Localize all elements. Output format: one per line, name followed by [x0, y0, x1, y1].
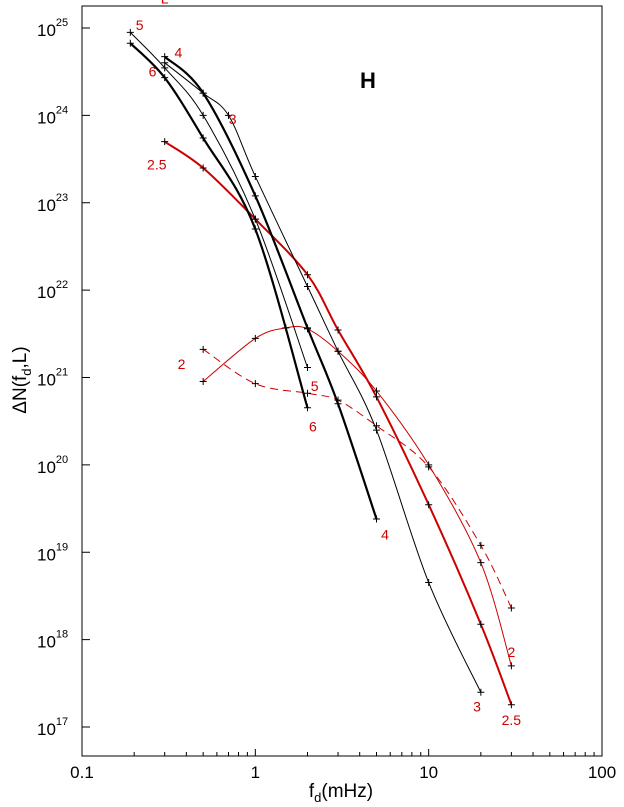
data-point-2-thin-8	[507, 662, 515, 670]
data-point-5-thin-3	[251, 215, 259, 223]
data-point-2-thin-2	[282, 324, 290, 332]
data-point-2-thin-0	[199, 377, 207, 385]
y-axis-title-sub: d	[19, 368, 34, 375]
y-axis-title-rest: ,L)	[10, 346, 31, 368]
data-point-2-5-thick-3	[304, 271, 312, 279]
curve-label-4: 4	[381, 526, 389, 542]
data-point-2-dashed-6	[477, 541, 485, 549]
panel-label: H	[360, 68, 376, 93]
y-axis-title-main: ΔN(f	[10, 375, 31, 414]
curve-label-2-5: 2.5	[502, 712, 522, 728]
data-point-2-dashed-0	[199, 345, 207, 353]
curve-labels: L 5 4 6 3 2.5 2 5 6 4 2 3 2.5	[136, 0, 522, 728]
curve-label-3: 3	[473, 699, 481, 715]
data-point-5-thin-2	[199, 111, 207, 119]
data-point-6-thick-1	[161, 74, 169, 82]
y-tick-label: 1023	[37, 192, 68, 215]
series-line-5-thin	[129, 32, 308, 368]
data-point-3-thin-6	[372, 426, 380, 434]
curve-label-6: 6	[149, 63, 157, 79]
data-point-6-thick-4	[304, 404, 312, 412]
curve-label-5: 5	[311, 378, 319, 394]
data-point-4-thick-4	[334, 400, 342, 408]
data-point-3-thin-7	[425, 579, 433, 587]
y-tick-label: 1025	[37, 17, 68, 40]
y-tick-label: 1021	[37, 367, 68, 390]
x-tick-label: 100	[588, 763, 616, 782]
x-tick-label: 1	[251, 763, 260, 782]
data-point-4-thick-2	[251, 192, 259, 200]
data-point-3-thin-2	[224, 111, 232, 119]
data-point-2-5-thick-0	[161, 138, 169, 146]
data-point-5-thin-4	[304, 364, 312, 372]
curve-label-2-5: 2.5	[147, 157, 167, 173]
data-point-2-dashed-7	[507, 604, 515, 612]
series-line-2-dashed	[202, 348, 512, 609]
data-point-5-thin-0	[126, 28, 134, 36]
data-point-2-dashed-1	[251, 380, 259, 388]
data-point-2-dashed-2	[304, 389, 312, 397]
x-tick-label: 10	[419, 763, 438, 782]
data-point-6-thick-2	[199, 134, 207, 142]
y-tick-label: 1024	[37, 104, 68, 127]
data-point-2-thin-5	[372, 387, 380, 395]
x-axis-title-sub: d	[314, 790, 321, 805]
curve-label-L: L	[161, 0, 169, 7]
data-point-2-thin-6	[425, 461, 433, 469]
curve-label-2: 2	[507, 644, 515, 660]
x-axis-title-main: f	[309, 781, 315, 802]
data-point-6-thick-0	[126, 39, 134, 47]
y-tick-label: 1018	[37, 629, 68, 652]
series-line-3-thin	[164, 62, 482, 693]
data-point-3-thin-8	[477, 688, 485, 696]
data-point-2-5-thick-1	[199, 164, 207, 172]
data-point-3-thin-5	[334, 347, 342, 355]
data-point-6-thick-3	[251, 225, 259, 233]
data-point-2-thin-7	[477, 559, 485, 567]
data-point-2-5-thick-4	[334, 326, 342, 334]
marker-layer	[126, 28, 515, 709]
curve-label-6: 6	[309, 419, 317, 435]
y-tick-label: 1019	[37, 541, 68, 564]
series-line-2-thin	[202, 325, 512, 667]
data-point-4-thick-5	[372, 515, 380, 523]
data-point-5-thin-1	[161, 64, 169, 72]
y-axis-ticks: 1017 1018 1019 1020 1021 1022 1023 1024 1025	[37, 17, 90, 739]
y-tick-label: 1020	[37, 454, 68, 477]
x-tick-label: 0.1	[70, 763, 94, 782]
data-point-2-5-thick-8	[507, 701, 515, 709]
plot-frame	[81, 5, 603, 757]
curve-label-2: 2	[178, 356, 186, 372]
data-point-2-thin-1	[251, 334, 259, 342]
curve-label-5: 5	[136, 17, 144, 33]
data-point-3-thin-3	[251, 172, 259, 180]
data-point-4-thick-1	[199, 89, 207, 97]
x-axis-ticks: 0.1 1 10 100	[70, 749, 616, 782]
curve-label-4: 4	[175, 44, 183, 60]
data-point-2-5-thick-7	[477, 620, 485, 628]
data-point-2-5-thick-5	[372, 393, 380, 401]
data-point-4-thick-0	[161, 53, 169, 61]
series-layer	[129, 32, 513, 706]
curve-label-3: 3	[229, 111, 237, 127]
x-axis-title-rest: (mHz)	[321, 781, 373, 802]
y-tick-label: 1022	[37, 279, 68, 302]
y-tick-label: 1017	[37, 716, 68, 739]
series-line-6-thick	[129, 42, 309, 409]
series-line-2-5-thick	[164, 140, 513, 706]
x-axis-title: fd(mHz)	[309, 781, 373, 805]
y-axis-title: ΔN(fd,L)	[10, 346, 34, 413]
data-point-3-thin-4	[304, 283, 312, 291]
data-point-4-thick-3	[304, 324, 312, 332]
data-point-2-5-thick-6	[425, 501, 433, 509]
